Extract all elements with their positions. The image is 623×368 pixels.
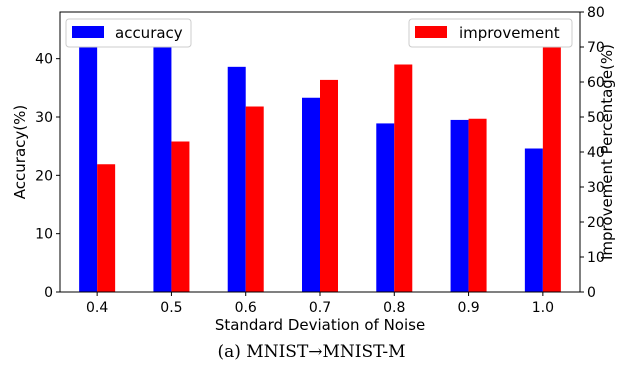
y-right-tick-label: 10: [587, 250, 605, 266]
bar-improvement-0.7: [320, 79, 338, 293]
bar-improvement-0.8: [394, 64, 413, 292]
legend-accuracy: accuracy: [65, 18, 192, 48]
x-tick-label: 0.8: [383, 300, 405, 316]
legend-swatch-improvement: [415, 26, 447, 38]
bar-improvement-0.4: [97, 164, 116, 292]
y-left-tick-label: 40: [35, 52, 53, 68]
figure-caption: (a) MNIST→MNIST-M: [217, 342, 406, 362]
legend-swatch-accuracy: [72, 26, 104, 38]
y-left-tick-label: 0: [44, 285, 53, 301]
y-left-tick-label: 10: [35, 227, 53, 243]
bar-accuracy-1.0: [524, 148, 543, 292]
y-axis-left: 0 10 20 30 40: [35, 52, 60, 301]
x-tick-label: 0.6: [235, 300, 257, 316]
bar-accuracy-0.4: [79, 24, 98, 292]
bar-chart: 0.4 0.5 0.6 0.7 0.8 0.9 1.0 0 10 20 30 40 0 10 20 30 4…: [11, 5, 616, 334]
y-right-tick-label: 80: [587, 5, 605, 21]
y-right-tick-label: 60: [587, 75, 605, 91]
legend-label-improvement: improvement: [459, 24, 560, 42]
x-tick-label: 0.7: [309, 300, 331, 316]
bar-improvement-1.0: [542, 24, 561, 292]
bar-accuracy-0.9: [450, 119, 469, 293]
bar-improvement-0.6: [245, 106, 264, 292]
y-left-tick-label: 30: [35, 110, 53, 126]
x-tick-label: 1.0: [532, 300, 554, 316]
legend-improvement: improvement: [408, 18, 573, 48]
bar-accuracy-0.8: [376, 123, 395, 293]
y-right-tick-label: 20: [587, 215, 605, 231]
bar-accuracy-0.7: [302, 97, 320, 292]
x-tick-label: 0.5: [160, 300, 182, 316]
y-right-tick-label: 30: [587, 180, 605, 196]
legend-label-accuracy: accuracy: [115, 24, 183, 42]
y-right-tick-label: 70: [587, 40, 605, 56]
x-axis-title: Standard Deviation of Noise: [215, 316, 425, 334]
y-right-tick-label: 50: [587, 110, 605, 126]
y-right-tick-label: 40: [587, 145, 605, 161]
bar-accuracy-0.6: [227, 66, 246, 292]
y-axis-right-title: Improvement Percentage(%): [598, 44, 616, 260]
bars-layer: [79, 24, 561, 293]
y-right-tick-label: 0: [587, 285, 596, 301]
x-tick-label: 0.9: [457, 300, 479, 316]
x-axis: 0.4 0.5 0.6 0.7 0.8 0.9 1.0: [86, 292, 554, 316]
y-left-tick-label: 20: [35, 168, 53, 184]
x-tick-label: 0.4: [86, 300, 108, 316]
y-axis-left-title: Accuracy(%): [11, 105, 29, 199]
bar-improvement-0.9: [468, 118, 487, 292]
y-axis-right: 0 10 20 30 40 50 60 70 80: [580, 5, 605, 301]
legend-box: [408, 18, 573, 48]
bar-improvement-0.5: [171, 141, 190, 292]
bar-accuracy-0.5: [153, 43, 172, 292]
